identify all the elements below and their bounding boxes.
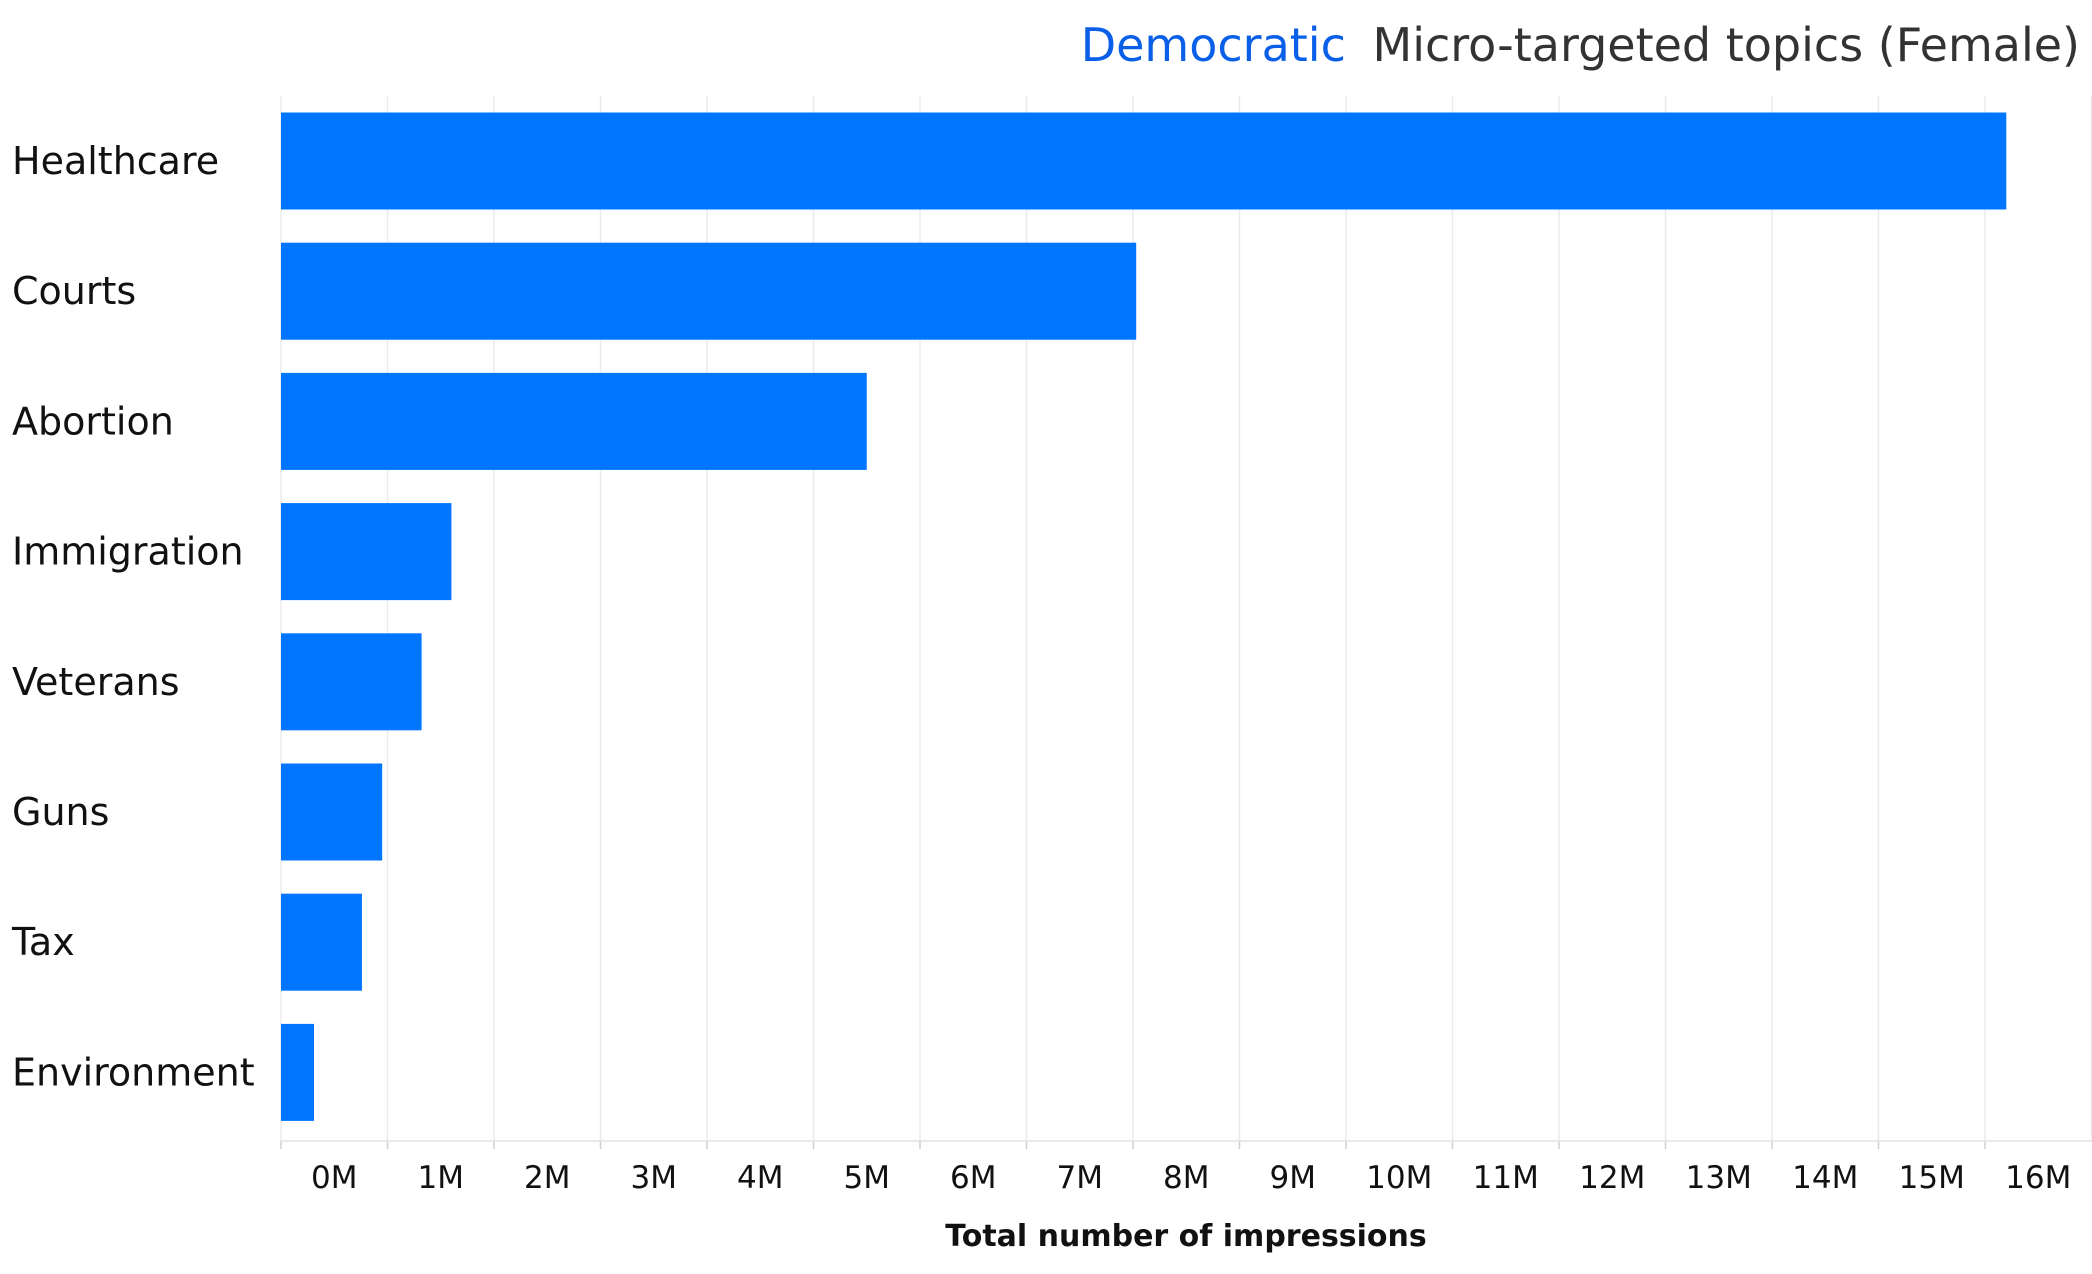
x-tick-label: 3M (631, 1160, 677, 1196)
x-tick-label: 8M (1163, 1160, 1209, 1196)
x-tick-label: 1M (418, 1160, 464, 1196)
bar-guns (281, 763, 383, 861)
bar-immigration (281, 503, 452, 601)
x-tick-label: 4M (737, 1160, 783, 1196)
bar-environment (281, 1023, 315, 1121)
chart-title: Democratic Micro-targeted topics (Female… (1081, 18, 2080, 72)
x-axis: 0M 1M 2M 3M 4M 5M 6M 7M 8M 9M 10M 11M 12M 13M 14M 15M 16… (280, 1140, 2092, 1196)
bar-healthcare (281, 112, 2007, 210)
chart-title-rest: Micro-targeted topics (Female) (1373, 18, 2081, 72)
x-tick-label: 5M (844, 1160, 890, 1196)
bar-tax (281, 893, 362, 991)
category-label-courts: Courts (12, 269, 136, 313)
category-label-healthcare: Healthcare (12, 139, 219, 183)
x-tick-label: 13M (1686, 1160, 1752, 1196)
x-tick-label: 15M (1899, 1160, 1965, 1196)
bar-abortion (281, 372, 867, 470)
category-label-veterans: Veterans (12, 660, 180, 704)
x-tick-label: 6M (950, 1160, 996, 1196)
x-tick-label: 2M (524, 1160, 570, 1196)
x-tick-label: 10M (1366, 1160, 1432, 1196)
category-label-abortion: Abortion (12, 399, 174, 443)
chart-title-party: Democratic (1081, 18, 1346, 72)
x-axis-title: Total number of impressions (945, 1219, 1427, 1254)
x-tick-label: 16M (2005, 1160, 2071, 1196)
x-tick-label: 7M (1057, 1160, 1103, 1196)
x-tick-label: 14M (1792, 1160, 1858, 1196)
bar-courts (281, 242, 1137, 340)
category-label-guns: Guns (12, 790, 109, 834)
x-tick-label: 11M (1473, 1160, 1539, 1196)
x-tick-label: 0M (311, 1160, 357, 1196)
bar-veterans (281, 633, 422, 731)
category-label-immigration: Immigration (12, 530, 244, 574)
category-labels: Healthcare Courts Abortion Immigration Veter… (11, 139, 255, 1094)
bars (281, 112, 2007, 1121)
category-label-environment: Environment (12, 1050, 255, 1094)
x-tick-label: 12M (1579, 1160, 1645, 1196)
x-tick-label: 9M (1270, 1160, 1316, 1196)
category-label-tax: Tax (11, 920, 75, 964)
